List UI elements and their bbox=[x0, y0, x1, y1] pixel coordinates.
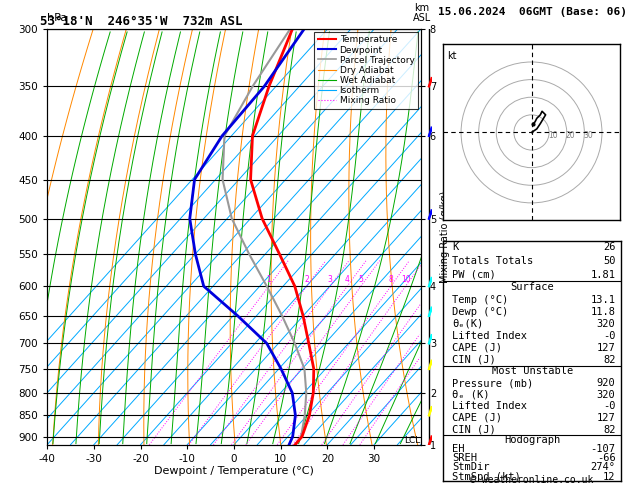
Text: 50: 50 bbox=[603, 256, 616, 266]
Text: θₑ(K): θₑ(K) bbox=[452, 318, 484, 329]
Text: 10: 10 bbox=[401, 275, 410, 284]
Text: K: K bbox=[452, 243, 459, 252]
Text: 82: 82 bbox=[603, 355, 616, 364]
Text: Lifted Index: Lifted Index bbox=[452, 330, 527, 341]
Text: km
ASL: km ASL bbox=[413, 2, 431, 23]
Text: -66: -66 bbox=[597, 453, 616, 463]
Text: 1.81: 1.81 bbox=[591, 270, 616, 279]
Text: 1: 1 bbox=[267, 275, 271, 284]
Text: 320: 320 bbox=[597, 318, 616, 329]
Text: CIN (J): CIN (J) bbox=[452, 425, 496, 434]
Text: 8: 8 bbox=[389, 275, 393, 284]
Text: CAPE (J): CAPE (J) bbox=[452, 413, 503, 423]
Text: Lifted Index: Lifted Index bbox=[452, 401, 527, 411]
Text: 920: 920 bbox=[597, 378, 616, 388]
Text: Totals Totals: Totals Totals bbox=[452, 256, 533, 266]
Text: Temp (°C): Temp (°C) bbox=[452, 295, 509, 305]
Text: -0: -0 bbox=[603, 401, 616, 411]
Text: 127: 127 bbox=[597, 413, 616, 423]
Text: LCL: LCL bbox=[404, 435, 421, 445]
Text: 4: 4 bbox=[345, 275, 350, 284]
Text: Pressure (mb): Pressure (mb) bbox=[452, 378, 533, 388]
Text: 13.1: 13.1 bbox=[591, 295, 616, 305]
Legend: Temperature, Dewpoint, Parcel Trajectory, Dry Adiabat, Wet Adiabat, Isotherm, Mi: Temperature, Dewpoint, Parcel Trajectory… bbox=[314, 32, 418, 108]
Text: EH: EH bbox=[452, 444, 465, 454]
Y-axis label: Mixing Ratio (g/kg): Mixing Ratio (g/kg) bbox=[440, 191, 450, 283]
Text: Dewp (°C): Dewp (°C) bbox=[452, 307, 509, 316]
Text: kt: kt bbox=[447, 52, 457, 61]
Text: θₑ (K): θₑ (K) bbox=[452, 390, 490, 400]
Text: -107: -107 bbox=[591, 444, 616, 454]
Text: 30: 30 bbox=[583, 131, 593, 139]
Text: 2: 2 bbox=[304, 275, 309, 284]
Text: -0: -0 bbox=[603, 330, 616, 341]
Text: © weatheronline.co.uk: © weatheronline.co.uk bbox=[470, 475, 594, 485]
Text: 274°: 274° bbox=[591, 462, 616, 472]
Text: 10: 10 bbox=[548, 131, 557, 139]
X-axis label: Dewpoint / Temperature (°C): Dewpoint / Temperature (°C) bbox=[154, 467, 314, 476]
Text: 12: 12 bbox=[603, 471, 616, 482]
Text: SREH: SREH bbox=[452, 453, 477, 463]
Text: 15.06.2024  06GMT (Base: 06): 15.06.2024 06GMT (Base: 06) bbox=[438, 7, 626, 17]
Text: 5: 5 bbox=[359, 275, 364, 284]
Text: hPa: hPa bbox=[47, 13, 67, 23]
Text: PW (cm): PW (cm) bbox=[452, 270, 496, 279]
Text: Surface: Surface bbox=[510, 282, 554, 293]
Text: 320: 320 bbox=[597, 390, 616, 400]
Text: 127: 127 bbox=[597, 343, 616, 353]
Text: CIN (J): CIN (J) bbox=[452, 355, 496, 364]
Text: Most Unstable: Most Unstable bbox=[491, 366, 573, 377]
Text: 11.8: 11.8 bbox=[591, 307, 616, 316]
Text: Hodograph: Hodograph bbox=[504, 435, 560, 445]
Text: 82: 82 bbox=[603, 425, 616, 434]
Text: 53°18'N  246°35'W  732m ASL: 53°18'N 246°35'W 732m ASL bbox=[40, 15, 242, 28]
Text: 20: 20 bbox=[565, 131, 575, 139]
Text: StmSpd (kt): StmSpd (kt) bbox=[452, 471, 521, 482]
Text: CAPE (J): CAPE (J) bbox=[452, 343, 503, 353]
Text: StmDir: StmDir bbox=[452, 462, 490, 472]
Text: 26: 26 bbox=[603, 243, 616, 252]
Text: 3: 3 bbox=[328, 275, 333, 284]
